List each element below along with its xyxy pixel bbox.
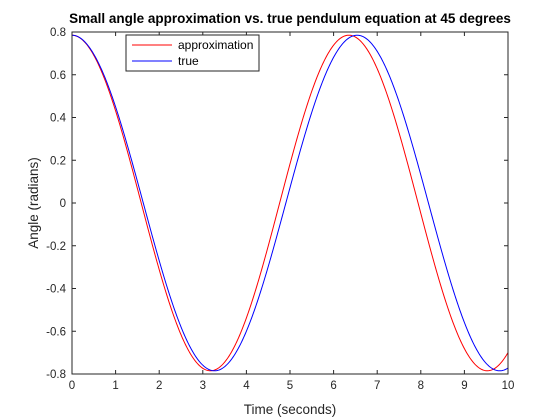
y-tick-label: -0.8: [46, 369, 66, 381]
y-tick-label: 0.4: [50, 113, 67, 125]
y-tick-label: 0.6: [50, 70, 66, 82]
y-tick-label: -0.6: [46, 326, 66, 338]
x-tick-label: 3: [200, 380, 206, 392]
x-tick-label: 6: [330, 380, 336, 392]
x-tick-label: 7: [374, 380, 380, 392]
legend: approximation true: [126, 35, 259, 71]
y-tick-label: 0: [60, 198, 66, 210]
x-tick-label: 8: [418, 380, 424, 392]
plot-area: [72, 32, 508, 374]
y-tick-label: -0.4: [46, 284, 66, 296]
x-tick-label: 1: [112, 380, 118, 392]
y-axis-label: Angle (radians): [26, 157, 41, 249]
x-tick-label: 9: [461, 380, 467, 392]
legend-label-true: true: [178, 54, 199, 68]
chart-title: Small angle approximation vs. true pendu…: [69, 11, 511, 26]
x-tick-label: 4: [243, 380, 250, 392]
x-tick-label: 5: [287, 380, 293, 392]
y-tick-label: 0.8: [50, 27, 66, 39]
x-axis-label: Time (seconds): [244, 402, 337, 417]
x-tick-label: 10: [502, 380, 515, 392]
y-tick-label: -0.2: [46, 241, 66, 253]
x-tick-label: 2: [156, 380, 162, 392]
y-tick-label: 0.2: [50, 155, 66, 167]
x-tick-label: 0: [69, 380, 75, 392]
legend-label-approximation: approximation: [178, 38, 253, 52]
